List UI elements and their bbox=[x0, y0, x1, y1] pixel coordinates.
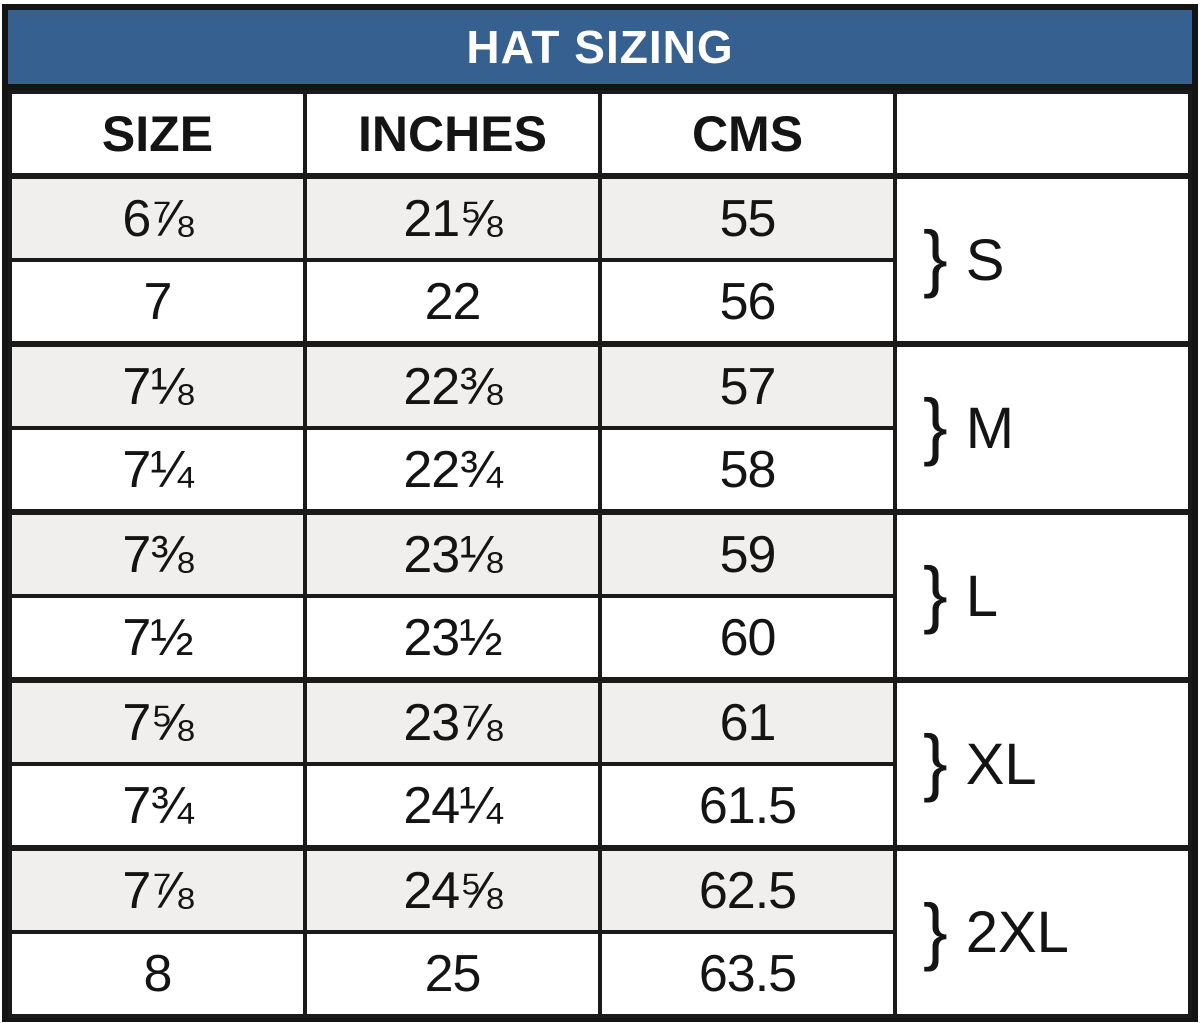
header-row: SIZE INCHES CMS bbox=[8, 90, 1192, 179]
cell-cms: 57 bbox=[598, 341, 897, 430]
table-row: 6⅞ 21⅝ 55 } S bbox=[8, 173, 1192, 346]
size-group-label: S bbox=[965, 227, 1005, 293]
size-group-cell-m: } M bbox=[893, 341, 1192, 514]
size-group-label: 2XL bbox=[965, 900, 1069, 965]
cell-cms: 55 bbox=[598, 173, 897, 262]
table-row: 7¼ 22¾ 58 bbox=[8, 426, 1190, 514]
size-group-cell-2xl: } 2XL bbox=[893, 845, 1192, 1018]
cell-size: 7 bbox=[8, 258, 307, 346]
cell-cms: 63.5 bbox=[598, 930, 897, 1018]
table-row: 7½ 23½ 60 bbox=[8, 594, 1190, 682]
cell-inches: 23⅛ bbox=[303, 509, 602, 598]
brace-glyph: } bbox=[923, 384, 948, 467]
size-group-cell-s: } S bbox=[893, 173, 1192, 346]
cell-inches: 23⅞ bbox=[303, 677, 602, 766]
cell-size: 7½ bbox=[8, 594, 307, 682]
cell-cms: 61 bbox=[598, 677, 897, 766]
brace-glyph: } bbox=[923, 552, 948, 635]
cell-cms: 61.5 bbox=[598, 762, 897, 850]
table-row: 7⅞ 24⅝ 62.5 } 2XL bbox=[8, 845, 1192, 1018]
cell-size: 7⅞ bbox=[8, 845, 307, 934]
table-row: 7⅝ 23⅞ 61 } XL bbox=[8, 677, 1192, 850]
table-title: HAT SIZING bbox=[466, 21, 734, 73]
cell-size: 7¾ bbox=[8, 762, 307, 850]
table-row: 7⅜ 23⅛ 59 } L bbox=[8, 509, 1192, 682]
hat-sizing-table: HAT SIZING SIZE INCHES CMS 6⅞ 21⅝ 55 } S bbox=[2, 4, 1198, 1022]
cell-cms: 58 bbox=[598, 426, 897, 514]
cell-inches: 24⅝ bbox=[303, 845, 602, 934]
brace-glyph: } bbox=[923, 216, 948, 299]
size-group-label: XL bbox=[965, 731, 1037, 797]
col-header-inches: INCHES bbox=[303, 90, 602, 179]
cell-cms: 59 bbox=[598, 509, 897, 598]
col-header-size: SIZE bbox=[8, 90, 307, 179]
brace-glyph: } bbox=[923, 888, 948, 972]
table-row: 7 22 56 bbox=[8, 258, 1190, 346]
cell-size: 8 bbox=[8, 930, 307, 1018]
col-header-group bbox=[893, 90, 1192, 179]
table-title-bar: HAT SIZING bbox=[8, 10, 1192, 90]
cell-inches: 22¾ bbox=[303, 426, 602, 514]
size-group-cell-l: } L bbox=[893, 509, 1192, 682]
brace-glyph: } bbox=[923, 720, 948, 803]
table-row: 7¾ 24¼ 61.5 bbox=[8, 762, 1190, 850]
col-header-cms: CMS bbox=[598, 90, 897, 179]
table-row: 7⅛ 22⅜ 57 } M bbox=[8, 341, 1192, 514]
size-group-label: L bbox=[965, 563, 998, 629]
cell-cms: 56 bbox=[598, 258, 897, 346]
size-group-cell-xl: } XL bbox=[893, 677, 1192, 850]
cell-inches: 21⅝ bbox=[303, 173, 602, 262]
cell-cms: 62.5 bbox=[598, 845, 897, 934]
cell-inches: 24¼ bbox=[303, 762, 602, 850]
cell-size: 7⅜ bbox=[8, 509, 307, 598]
cell-size: 7⅝ bbox=[8, 677, 307, 766]
cell-inches: 23½ bbox=[303, 594, 602, 682]
cell-inches: 22⅜ bbox=[303, 341, 602, 430]
cell-size: 7⅛ bbox=[8, 341, 307, 430]
cell-inches: 22 bbox=[303, 258, 602, 346]
cell-size: 6⅞ bbox=[8, 173, 307, 262]
cell-cms: 60 bbox=[598, 594, 897, 682]
table-row: 8 25 63.5 bbox=[8, 930, 1190, 1018]
size-table: SIZE INCHES CMS 6⅞ 21⅝ 55 } S 7 2 bbox=[8, 90, 1192, 1018]
size-group-label: M bbox=[965, 395, 1015, 461]
cell-inches: 25 bbox=[303, 930, 602, 1018]
cell-size: 7¼ bbox=[8, 426, 307, 514]
